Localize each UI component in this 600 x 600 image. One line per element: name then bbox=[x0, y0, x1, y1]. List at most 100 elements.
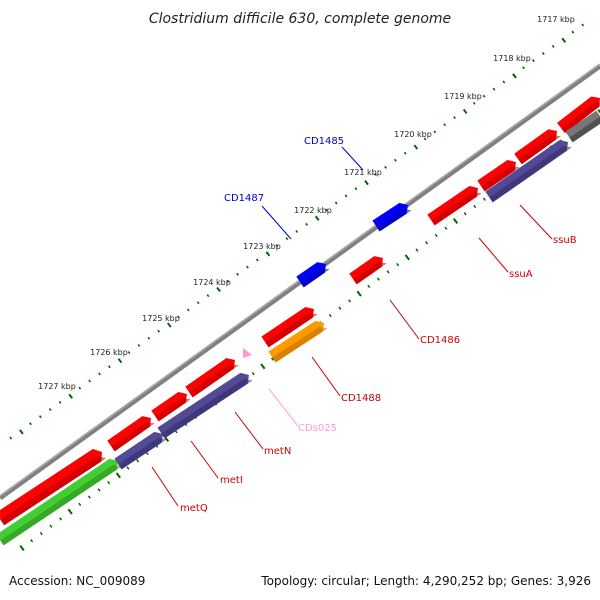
ruler-tick bbox=[78, 386, 82, 390]
ruler-tick bbox=[157, 329, 161, 333]
ruler-tick bbox=[354, 187, 358, 191]
leader-line-metq bbox=[151, 466, 179, 507]
inner-tick bbox=[376, 277, 380, 281]
summary-label: Topology: circular; Length: 4,290,252 bp… bbox=[260, 574, 591, 588]
features bbox=[0, 96, 600, 546]
ruler-tick bbox=[107, 365, 111, 369]
inner-tick bbox=[356, 290, 362, 297]
ruler-tick bbox=[88, 379, 92, 383]
ruler-tick bbox=[305, 222, 309, 226]
ruler-tick bbox=[117, 358, 123, 364]
ruler-tick bbox=[561, 37, 567, 43]
inner-tick bbox=[415, 248, 419, 252]
ruler-tick bbox=[581, 23, 585, 27]
feature-label-metn[interactable]: metN bbox=[264, 446, 291, 457]
ruler-tick bbox=[177, 315, 180, 319]
ruler-tick bbox=[314, 215, 320, 221]
ruler-tick-label: 1717 kbp bbox=[537, 15, 575, 24]
inner-tick bbox=[434, 233, 438, 238]
gene-ssuB bbox=[485, 140, 572, 203]
gene-CDs025 bbox=[243, 348, 252, 358]
inner-tick bbox=[19, 545, 25, 551]
ruler-tick bbox=[29, 422, 32, 426]
inner-tick bbox=[67, 508, 73, 515]
gene-CD1486 bbox=[349, 256, 387, 285]
ruler-tick bbox=[541, 52, 545, 55]
inner-tick bbox=[396, 262, 400, 267]
ruler-tick-label: 1723 kbp bbox=[243, 242, 281, 251]
inner-tick bbox=[115, 472, 121, 479]
ruler-tick-label: 1726 kbp bbox=[90, 348, 128, 357]
gene-CD1487 bbox=[296, 262, 330, 288]
inner-tick bbox=[107, 480, 111, 485]
inner-tick bbox=[260, 363, 266, 370]
ruler-tick bbox=[98, 372, 101, 376]
ruler-tick bbox=[364, 180, 369, 186]
ruler-tick bbox=[275, 244, 279, 248]
inner-tick bbox=[49, 524, 53, 528]
ruler-tick bbox=[58, 400, 62, 404]
ruler-tick bbox=[255, 258, 259, 262]
feature-label-meti[interactable]: metI bbox=[220, 475, 243, 486]
inner-tick bbox=[452, 218, 459, 224]
ruler-tick-label: 1720 kbp bbox=[394, 130, 432, 139]
feature-label-metq[interactable]: metQ bbox=[180, 503, 208, 514]
ruler-tick bbox=[127, 351, 131, 355]
ruler-tick bbox=[374, 173, 378, 177]
feature-label-cd1487[interactable]: CD1487 bbox=[224, 193, 264, 204]
leader-line-ssub bbox=[519, 204, 553, 240]
gene-ssuA bbox=[427, 186, 482, 226]
leader-line-cds025 bbox=[268, 388, 299, 427]
leader-line-metn bbox=[234, 411, 264, 450]
ruler-tick bbox=[472, 101, 476, 105]
ruler-tick-label: 1725 kbp bbox=[142, 314, 180, 323]
ruler-tick-label: 1722 kbp bbox=[294, 206, 332, 215]
feature-label-cd1486[interactable]: CD1486 bbox=[420, 335, 460, 346]
gene-metN bbox=[157, 372, 253, 439]
inner-tick bbox=[251, 371, 255, 376]
inner-tick bbox=[126, 466, 130, 470]
feature-labels: CD1485 CD1487 ssuB ssuA CD1486 CD1488 CDs025 me… bbox=[151, 136, 577, 514]
gene-CD1485 bbox=[372, 202, 412, 232]
feature-label-cd1485[interactable]: CD1485 bbox=[304, 136, 344, 147]
ruler-tick bbox=[206, 294, 210, 298]
ruler-tick bbox=[482, 94, 486, 98]
ruler-tick bbox=[334, 201, 338, 205]
gene-CD1488 bbox=[268, 320, 328, 363]
feature-label-ssub[interactable]: ssuB bbox=[553, 235, 577, 246]
ruler-tick bbox=[324, 208, 328, 212]
ruler-tick bbox=[532, 59, 535, 63]
inner-tick bbox=[136, 459, 140, 463]
backbone-line bbox=[0, 63, 600, 501]
leader-line-cd1488 bbox=[311, 356, 341, 397]
inner-tick bbox=[404, 254, 410, 261]
inner-tick bbox=[145, 451, 149, 456]
ruler-tick bbox=[522, 66, 525, 70]
inner-tick bbox=[367, 284, 371, 289]
feature-label-ssua[interactable]: ssuA bbox=[509, 269, 533, 280]
leader-line-cd1485 bbox=[341, 146, 364, 171]
ruler-tick bbox=[502, 80, 506, 84]
inner-tick bbox=[348, 299, 352, 303]
ruler-tick bbox=[462, 108, 468, 115]
leader-line-cd1486 bbox=[389, 299, 420, 340]
leader-line-meti bbox=[190, 440, 219, 479]
gene-metQ bbox=[114, 431, 167, 470]
ruler-tick-label: 1724 kbp bbox=[193, 278, 231, 287]
feature-label-cds025[interactable]: CDs025 bbox=[298, 423, 337, 434]
ruler-tick bbox=[571, 30, 575, 34]
inner-tick bbox=[463, 212, 467, 216]
ruler-tick-label: 1719 kbp bbox=[444, 92, 482, 101]
ruler-tick bbox=[295, 230, 299, 233]
inner-tick bbox=[270, 357, 274, 361]
ruler-tick bbox=[137, 343, 141, 347]
inner-tick bbox=[59, 517, 63, 521]
ruler-tick bbox=[492, 87, 496, 91]
ruler-tick bbox=[423, 137, 427, 141]
ruler-tick bbox=[196, 301, 200, 305]
inner-tick bbox=[482, 197, 486, 201]
feature-label-cd1488[interactable]: CD1488 bbox=[341, 393, 381, 404]
gene-ssuB-upper bbox=[514, 129, 561, 165]
ruler-tick bbox=[9, 436, 13, 440]
